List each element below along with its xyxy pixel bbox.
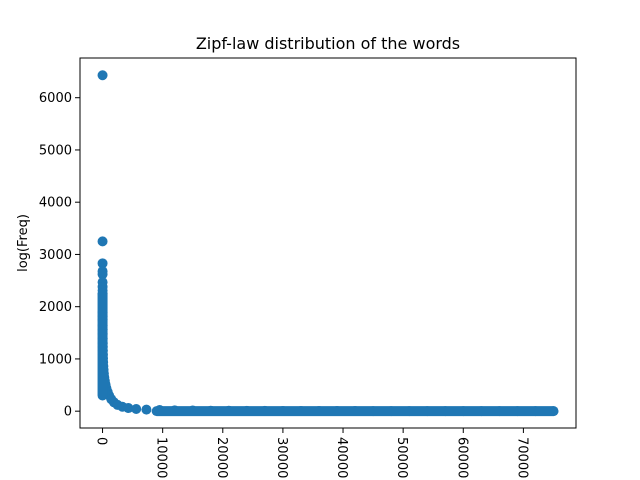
y-tick-label: 1000: [39, 352, 72, 367]
y-tick-label: 6000: [39, 91, 72, 106]
y-tick-label: 4000: [39, 196, 72, 211]
scatter-points: [97, 70, 559, 417]
scatter-point: [97, 258, 108, 269]
y-axis-label: log(Freq): [16, 214, 31, 272]
x-tick-label: 40000: [334, 437, 349, 478]
y-tick-label: 3000: [39, 248, 72, 263]
scatter-point: [97, 236, 108, 247]
x-tick-label: 60000: [454, 437, 469, 478]
y-tick-label: 2000: [39, 300, 72, 315]
x-tick-label: 30000: [274, 437, 289, 478]
chart-title: Zipf-law distribution of the words: [196, 34, 460, 53]
x-axis-ticks: 0 10000 20000 30000 40000 50000 60000 70000: [94, 428, 529, 478]
plot-frame: [79, 57, 577, 429]
y-axis-ticks: 0 1000 2000 3000 4000 5000 6000: [39, 91, 80, 420]
y-tick-label: 0: [64, 405, 72, 420]
scatter-point: [131, 403, 142, 414]
scatter-point: [97, 269, 108, 280]
scatter-point: [97, 70, 108, 81]
y-tick-label: 5000: [39, 143, 72, 158]
scatter-point: [141, 404, 152, 415]
x-tick-label: 10000: [154, 437, 169, 478]
x-tick-label: 50000: [394, 437, 409, 478]
x-tick-label: 0: [94, 437, 109, 445]
scatter-point: [123, 403, 134, 414]
x-tick-label: 70000: [514, 437, 529, 478]
x-tick-label: 20000: [214, 437, 229, 478]
